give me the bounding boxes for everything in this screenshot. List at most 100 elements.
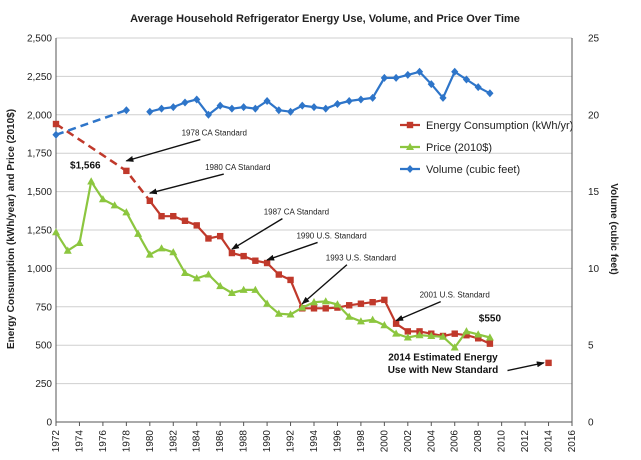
x-tick-label: 1988 [239, 430, 250, 453]
annotations-layer: 1978 CA Standard 1980 CA Standard 1987 CA … [70, 129, 545, 376]
legend-price-label: Price (2010$) [426, 142, 492, 154]
volume-point [333, 100, 342, 109]
y2-tick-label: 20 [588, 110, 600, 121]
energy-point [205, 235, 212, 242]
x-tick-label: 1982 [168, 430, 179, 453]
price-point [157, 244, 166, 252]
y2-axis-title: Volume (cubic feet) [608, 183, 619, 275]
annotation-arrow [125, 138, 201, 162]
y-tick-label: 0 [46, 418, 52, 429]
y-tick-label: 2,000 [27, 110, 52, 121]
legend-volume-label: Volume (cubic feet) [426, 164, 520, 176]
energy-point [451, 330, 458, 337]
volume-point [404, 70, 412, 79]
energy-point [310, 305, 318, 312]
x-tick-label: 2004 [426, 430, 437, 453]
annotation-label: 1980 CA Standard [205, 163, 270, 172]
price-point [134, 229, 143, 237]
x-tick-label: 1974 [74, 430, 85, 453]
price-point [122, 208, 131, 216]
y-tick-label: 750 [35, 302, 52, 313]
annotation-arrow [395, 300, 442, 322]
annotation-label: 2014 Estimated Energy [388, 352, 498, 363]
price-point [63, 246, 72, 254]
price-point [415, 331, 424, 339]
volume-point [439, 93, 447, 102]
volume-point [181, 98, 189, 107]
volume-point [240, 103, 248, 112]
energy-point [123, 167, 130, 175]
y-tick-label: 250 [35, 379, 52, 390]
volume-point [251, 104, 259, 113]
annotation-arrow [301, 264, 348, 305]
volume-point [427, 80, 435, 89]
annotation-label: 1978 CA Standard [182, 129, 247, 138]
x-tick-label: 2008 [473, 430, 484, 453]
energy-point [486, 340, 494, 347]
volume-point [298, 101, 306, 110]
volume-point [146, 107, 154, 116]
volume-point [474, 83, 482, 92]
x-tick-label: 2016 [567, 430, 578, 453]
price-point [98, 195, 107, 203]
y-tick-label: 1,750 [27, 149, 52, 160]
y2-tick-label: 15 [588, 187, 600, 198]
energy-point [369, 298, 376, 306]
volume-point [380, 73, 388, 82]
energy-point [252, 257, 259, 264]
annotation-arrow [507, 361, 545, 372]
price-point [169, 248, 178, 256]
energy-point [474, 335, 482, 342]
price-point [392, 329, 401, 337]
energy-point [216, 232, 224, 240]
axes: 02505007501,0001,2501,5001,7502,0002,250… [27, 34, 600, 453]
x-tick-label: 2012 [520, 430, 531, 453]
energy-point [357, 300, 365, 307]
y-tick-label: 2,250 [27, 72, 52, 83]
x-tick-label: 1976 [98, 430, 109, 453]
price-point [474, 330, 483, 338]
price-point [110, 201, 119, 209]
x-tick-label: 1994 [309, 430, 320, 453]
legend-energy-marker [406, 121, 414, 129]
energy-point [263, 259, 271, 267]
energy-line [148, 200, 491, 345]
chart-title: Average Household Refrigerator Energy Us… [130, 13, 520, 25]
volume-point [169, 103, 177, 112]
volume-point [275, 106, 283, 115]
x-tick-label: 2010 [497, 430, 508, 453]
price-point [274, 309, 283, 317]
volume-point [310, 103, 318, 112]
annotation-label: 1987 CA Standard [264, 208, 329, 217]
energy-point [193, 222, 200, 229]
price-point [298, 303, 307, 311]
energy-point [228, 249, 236, 257]
price-point [427, 331, 436, 339]
energy-point [404, 328, 412, 335]
price-point [181, 268, 189, 277]
annotation-arrow [266, 241, 318, 261]
price-point [368, 315, 377, 323]
x-tick-label: 1984 [192, 430, 203, 453]
x-tick-label: 1986 [215, 430, 226, 453]
x-tick-label: 1992 [286, 430, 297, 453]
energy-point [545, 359, 552, 367]
annotation-arrow [231, 218, 283, 250]
volume-point [486, 89, 494, 98]
energy-point [181, 217, 189, 224]
volume-point [392, 73, 400, 82]
price-point [216, 281, 225, 290]
annotation-label: 1990 U.S. Standard [296, 231, 366, 240]
x-tick-label: 1980 [145, 430, 156, 453]
x-tick-label: 1996 [332, 430, 343, 453]
legend-price-marker [406, 142, 414, 150]
y2-tick-label: 0 [588, 418, 594, 429]
volume-point [369, 93, 377, 102]
annotation-label: 2001 U.S. Standard [420, 291, 490, 300]
volume-dashed-line [55, 109, 127, 136]
volume-point [193, 95, 201, 104]
energy-point [392, 320, 400, 327]
price-point [263, 299, 272, 307]
